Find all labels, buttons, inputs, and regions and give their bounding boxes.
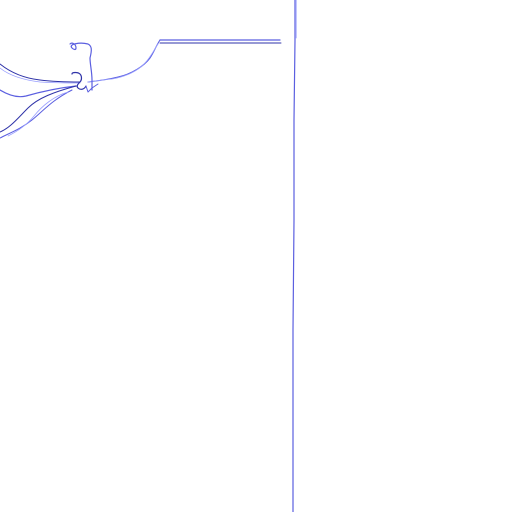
left-diagonal-streak-1	[0, 85, 77, 98]
loop-feature-secondary	[71, 71, 87, 90]
left-diagonal-streak-2	[0, 85, 77, 133]
left-diagonal-streak-3	[0, 89, 73, 139]
left-lobe-outline-inner	[0, 67, 81, 84]
loop-feature	[69, 42, 93, 91]
vertical-divider-line	[292, 0, 296, 512]
contour-curve-lower	[87, 43, 159, 83]
left-diagonal-streak-4	[7, 91, 69, 137]
notch-detail	[85, 83, 99, 93]
left-lobe-outline	[0, 63, 81, 83]
